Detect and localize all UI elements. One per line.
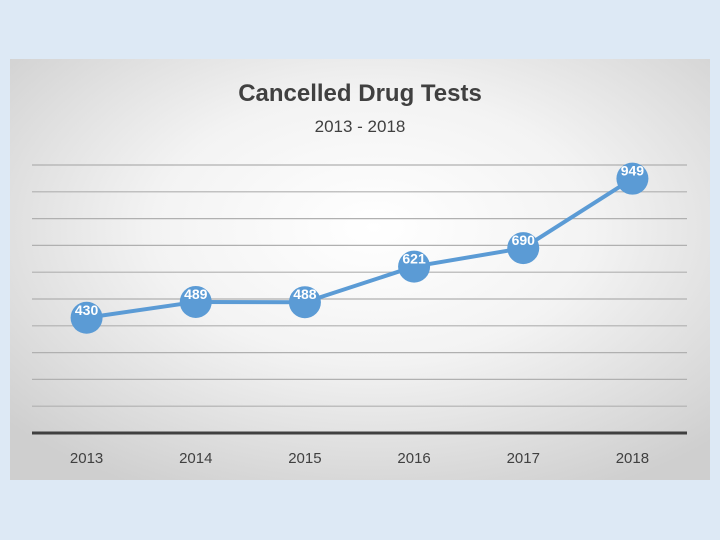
data-point-marker bbox=[398, 250, 431, 283]
data-label: 489 bbox=[184, 286, 208, 302]
chart-subtitle: 2013 - 2018 bbox=[314, 117, 406, 136]
x-tick-label: 2017 bbox=[507, 450, 540, 467]
data-point-marker bbox=[288, 286, 321, 319]
x-tick-label: 2016 bbox=[397, 450, 430, 467]
series-line-path bbox=[84, 176, 635, 320]
x-tick-labels: 2013 2014 2015 2016 2017 2018 bbox=[70, 450, 649, 467]
data-point-marker bbox=[507, 232, 540, 265]
grid-lines bbox=[32, 164, 687, 407]
chart-area bbox=[10, 59, 710, 480]
data-label: 621 bbox=[402, 251, 426, 267]
chart-title: Cancelled Drug Tests bbox=[238, 80, 482, 107]
x-tick-label: 2015 bbox=[288, 450, 321, 467]
data-point-marker bbox=[616, 162, 649, 195]
series-line bbox=[84, 176, 635, 320]
data-label: 690 bbox=[512, 232, 536, 248]
data-points: 430 489 488 621 690 949 bbox=[70, 162, 649, 334]
x-tick-label: 2018 bbox=[616, 450, 649, 467]
x-tick-label: 2014 bbox=[179, 450, 212, 467]
data-label: 430 bbox=[75, 302, 99, 318]
data-label: 488 bbox=[293, 286, 317, 302]
data-point-marker bbox=[70, 301, 103, 334]
data-point-marker bbox=[179, 285, 212, 318]
x-tick-label: 2013 bbox=[70, 450, 103, 467]
data-label: 949 bbox=[621, 163, 645, 179]
